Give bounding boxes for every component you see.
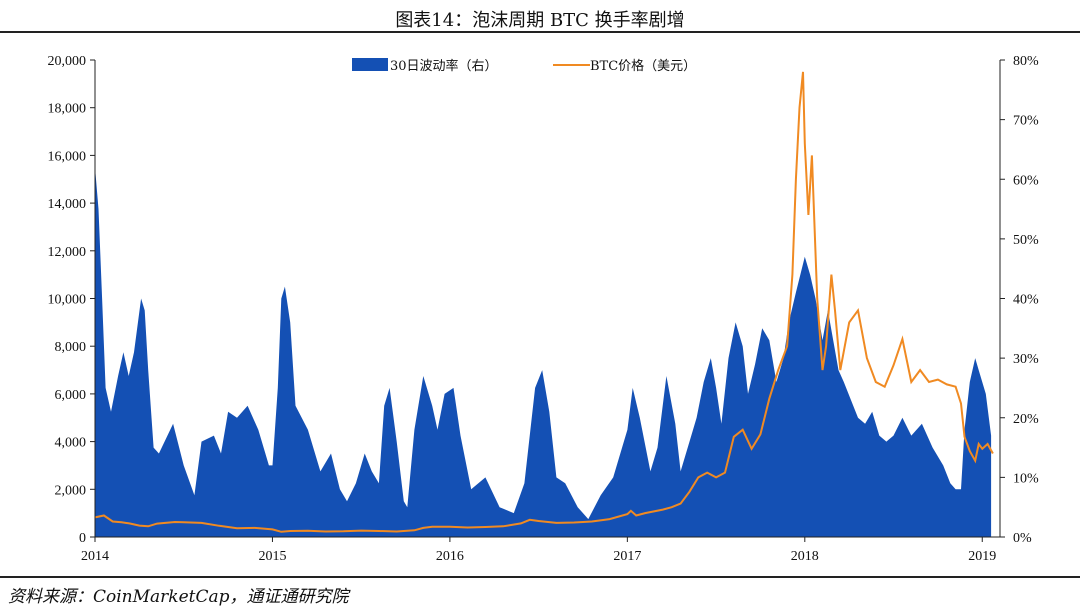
y-right-tick-label: 60% xyxy=(1013,173,1039,188)
y-right-tick-label: 20% xyxy=(1013,412,1039,427)
y-left-tick-label: 16,000 xyxy=(48,149,87,164)
y-right-tick-label: 0% xyxy=(1013,531,1032,546)
chart-title: 图表14：泡沫周期 BTC 换手率剧增 xyxy=(395,10,685,31)
chart-svg: 0 2,000 4,000 6,000 8,000 10,000 12,000 14,000 1… xyxy=(48,54,1040,564)
y-right-tick-label: 30% xyxy=(1013,352,1039,367)
x-tick-label: 2015 xyxy=(258,549,286,564)
y-right-tick-label: 80% xyxy=(1013,54,1039,69)
source-note: 资料来源：CoinMarketCap，通证通研究院 xyxy=(8,587,349,607)
series-line-price xyxy=(94,71,994,533)
y-left-tick-label: 12,000 xyxy=(48,245,87,260)
y-left-tick-label: 6,000 xyxy=(55,388,87,403)
y-left-tick-label: 10,000 xyxy=(48,293,87,308)
top-rule xyxy=(0,31,1080,33)
y-left-tick-label: 8,000 xyxy=(55,340,87,355)
legend-label-volatility: 30日波动率（右） xyxy=(390,58,498,74)
y-left-tick-label: 18,000 xyxy=(48,102,87,117)
bottom-rule xyxy=(0,576,1080,578)
x-tick-label: 2017 xyxy=(613,549,641,564)
x-tick-label: 2014 xyxy=(81,549,109,564)
series-area-volatility xyxy=(95,167,992,538)
legend-swatch-volatility xyxy=(352,58,388,71)
y-right-tick-label: 10% xyxy=(1013,471,1039,486)
y-left-tick-label: 14,000 xyxy=(48,197,87,212)
y-right-tick-label: 40% xyxy=(1013,293,1039,308)
legend-label-price: BTC价格（美元） xyxy=(590,58,696,74)
y-left-tick-label: 4,000 xyxy=(55,436,87,451)
y-right-tick-label: 70% xyxy=(1013,114,1039,129)
y-right-tick-label: 50% xyxy=(1013,233,1039,248)
y-left-tick-label: 0 xyxy=(79,531,86,546)
x-tick-label: 2018 xyxy=(791,549,819,564)
y-left-tick-label: 20,000 xyxy=(48,54,87,69)
x-tick-label: 2019 xyxy=(968,549,996,564)
y-left-tick-label: 2,000 xyxy=(55,483,87,498)
x-tick-label: 2016 xyxy=(436,549,464,564)
